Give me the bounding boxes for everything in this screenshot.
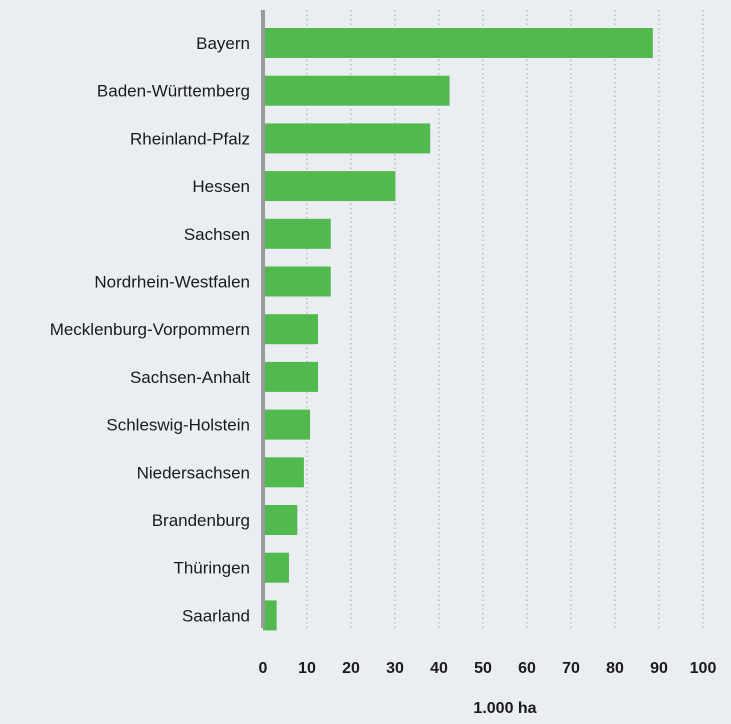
x-tick-label: 90 xyxy=(650,660,668,677)
x-tick-label: 70 xyxy=(562,660,580,677)
bar xyxy=(263,75,450,106)
category-label: Bayern xyxy=(196,34,250,53)
category-label: Brandenburg xyxy=(152,511,250,530)
category-label: Rheinland-Pfalz xyxy=(130,129,250,148)
x-tick-label: 40 xyxy=(430,660,448,677)
bar xyxy=(263,28,653,58)
x-tick-label: 50 xyxy=(474,660,492,677)
bar xyxy=(263,361,318,392)
category-label: Thüringen xyxy=(173,559,250,578)
bar xyxy=(263,505,298,535)
category-label: Mecklenburg-Vorpommern xyxy=(50,320,250,339)
x-axis-title: 1.000 ha xyxy=(473,700,536,717)
category-label: Saarland xyxy=(182,606,250,625)
bar xyxy=(263,409,311,440)
bars xyxy=(263,28,653,631)
x-tick-label: 0 xyxy=(259,660,268,677)
x-tick-label: 60 xyxy=(518,660,536,677)
x-tick-labels: 0 10 20 30 40 50 60 70 80 90 100 xyxy=(259,660,717,677)
x-tick-label: 20 xyxy=(342,660,360,677)
category-label: Nordrhein-Westfalen xyxy=(94,273,250,292)
bar xyxy=(263,123,431,154)
bar xyxy=(263,171,396,202)
bar xyxy=(263,552,289,583)
bar xyxy=(263,266,331,297)
category-label: Niedersachsen xyxy=(137,463,250,482)
category-label: Sachsen-Anhalt xyxy=(130,368,250,387)
category-label: Baden-Württemberg xyxy=(97,82,250,101)
category-label: Hessen xyxy=(192,177,250,196)
bar xyxy=(263,218,331,249)
category-labels: Bayern Baden-Württemberg Rheinland-Pfalz He… xyxy=(50,34,251,625)
bar xyxy=(263,457,304,488)
x-tick-label: 10 xyxy=(298,660,316,677)
bar xyxy=(263,314,318,345)
x-tick-label: 100 xyxy=(690,660,717,677)
category-label: Sachsen xyxy=(184,225,250,244)
category-label: Schleswig-Holstein xyxy=(106,416,250,435)
x-tick-label: 30 xyxy=(386,660,404,677)
bar xyxy=(263,600,277,631)
x-tick-label: 80 xyxy=(606,660,624,677)
